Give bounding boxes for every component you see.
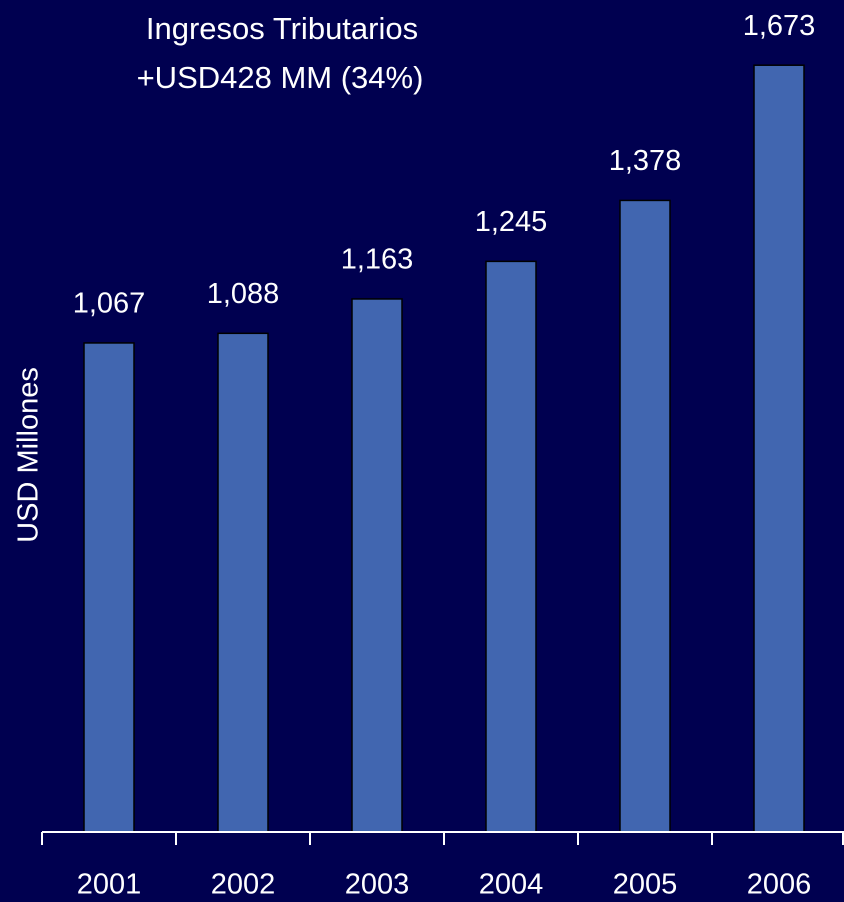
chart-title: Ingresos Tributarios — [146, 11, 418, 46]
x-tick-label: 2003 — [345, 869, 410, 901]
x-tick-label: 2005 — [613, 869, 678, 901]
x-tick-label: 2002 — [211, 869, 276, 901]
bar — [217, 332, 269, 833]
bar — [619, 199, 671, 833]
y-axis-label: USD Millones — [13, 367, 45, 543]
chart-subtitle: +USD428 MM (34%) — [137, 60, 424, 95]
x-tick-label: 2006 — [747, 869, 812, 901]
x-tick-label: 2001 — [77, 869, 142, 901]
bar — [83, 342, 135, 833]
value-label: 1,673 — [743, 10, 816, 42]
value-label: 1,163 — [341, 244, 414, 276]
bar — [753, 64, 805, 833]
bar — [485, 260, 537, 833]
value-label: 1,067 — [73, 288, 146, 320]
x-tick-label: 2004 — [479, 869, 544, 901]
value-label: 1,378 — [609, 145, 682, 177]
value-label: 1,088 — [207, 278, 280, 310]
value-label: 1,245 — [475, 206, 548, 238]
bar — [351, 298, 403, 833]
